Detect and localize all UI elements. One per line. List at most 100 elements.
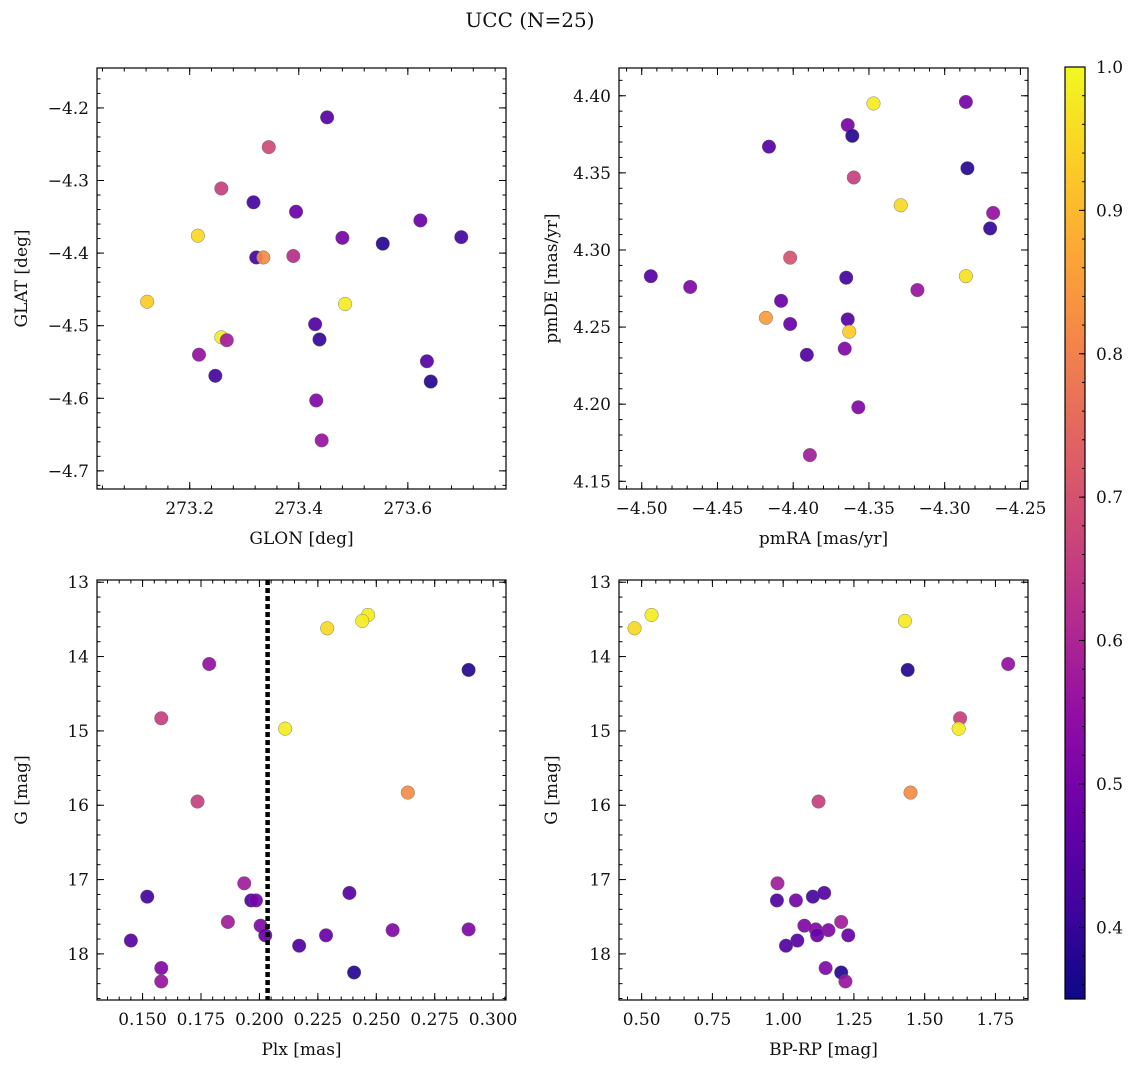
data-point: [834, 914, 849, 929]
data-point: [839, 270, 854, 285]
data-point: [900, 662, 915, 677]
data-point: [627, 621, 642, 636]
data-point: [154, 961, 169, 976]
data-point: [190, 794, 205, 809]
data-point: [278, 721, 293, 736]
colorbar-tick-label: 0.4: [1096, 918, 1123, 938]
y-tick-label: 16: [589, 796, 611, 816]
data-point: [292, 938, 307, 953]
data-point: [314, 433, 329, 448]
y-axis-label: G [mag]: [542, 755, 562, 824]
data-point: [261, 140, 276, 155]
data-point: [461, 922, 476, 937]
x-axis-label: GLON [deg]: [249, 529, 353, 549]
data-point: [140, 294, 155, 309]
data-point: [897, 613, 912, 628]
y-tick-label: −4.7: [48, 462, 89, 482]
data-point: [237, 876, 252, 891]
data-point: [154, 974, 169, 989]
y-tick-label: 13: [67, 573, 89, 593]
data-point: [461, 662, 476, 677]
data-point: [208, 368, 223, 383]
data-point: [960, 161, 975, 176]
colorbar-tick-label: 1.0: [1096, 58, 1123, 78]
data-point: [355, 613, 370, 628]
data-point: [802, 448, 817, 463]
y-tick-label: 14: [589, 648, 611, 668]
y-tick-label: 4.30: [573, 241, 611, 261]
data-point: [769, 893, 784, 908]
data-point: [320, 621, 335, 636]
x-tick-label: 0.300: [469, 1010, 518, 1030]
data-point: [202, 657, 217, 672]
y-tick-label: 18: [67, 945, 89, 965]
data-point: [338, 296, 353, 311]
data-point: [154, 711, 169, 726]
data-point: [903, 785, 918, 800]
y-axis-label: G [mag]: [12, 755, 32, 824]
y-tick-label: 14: [67, 648, 89, 668]
data-point: [842, 324, 857, 339]
data-point: [758, 310, 773, 325]
x-tick-label: 0.150: [118, 1010, 167, 1030]
x-tick-label: 0.275: [410, 1010, 459, 1030]
data-point: [958, 94, 973, 109]
data-point: [248, 893, 263, 908]
data-point: [319, 928, 334, 943]
colorbar: 0.4 0.5 0.6 0.7 0.8 0.9 1.0: [1064, 58, 1123, 1000]
data-point: [643, 269, 658, 284]
data-point: [385, 923, 400, 938]
axes-frame: [96, 579, 507, 1001]
data-point: [893, 198, 908, 213]
data-point: [983, 221, 998, 236]
data-point: [811, 794, 826, 809]
data-point: [347, 965, 362, 980]
figure-title: UCC (N=25): [465, 8, 594, 32]
x-tick-label: 1.25: [835, 1010, 873, 1030]
x-tick-label: 1.50: [906, 1010, 944, 1030]
data-point: [219, 333, 234, 348]
panel-bprp-g: 0.50 0.75 1.00 1.25 1.50 1.75 13 14 15 16 17 18 BP-R…: [542, 573, 1029, 1060]
data-point: [837, 341, 852, 356]
data-point: [910, 283, 925, 298]
data-point: [214, 181, 229, 196]
colorbar-tick-label: 0.5: [1096, 775, 1123, 795]
x-tick-label: −4.25: [994, 499, 1046, 519]
y-tick-label: 17: [589, 871, 611, 891]
y-tick-label: 15: [589, 722, 611, 742]
y-tick-label: 17: [67, 871, 89, 891]
data-point: [123, 933, 138, 948]
x-axis-label: Plx [mas]: [261, 1040, 341, 1060]
data-point: [770, 876, 785, 891]
panel-glon-glat: 273.2 273.4 273.6 −4.7 −4.6 −4.5 −4.4 −4.3 −4.2 G…: [12, 67, 507, 549]
data-point: [258, 928, 273, 943]
data-point: [419, 354, 434, 369]
y-tick-label: 4.40: [573, 87, 611, 107]
data-point: [761, 139, 776, 154]
data-point: [1001, 657, 1016, 672]
x-tick-label: 0.225: [294, 1010, 343, 1030]
y-tick-label: −4.3: [48, 172, 89, 192]
data-point: [190, 228, 205, 243]
data-point: [778, 938, 793, 953]
x-tick-label: 0.250: [352, 1010, 401, 1030]
data-point: [454, 230, 469, 245]
data-point: [423, 374, 438, 389]
data-point: [683, 279, 698, 294]
data-point: [308, 317, 323, 332]
x-tick-label: 273.6: [384, 499, 433, 519]
data-point: [818, 961, 833, 976]
x-tick-label: −4.40: [767, 499, 819, 519]
colorbar-tick-label: 0.7: [1096, 488, 1123, 508]
x-axis-label: pmRA [mas/yr]: [759, 529, 888, 549]
x-tick-label: 273.4: [274, 499, 323, 519]
data-point: [256, 250, 271, 265]
x-tick-label: −4.50: [616, 499, 668, 519]
y-tick-label: 18: [589, 945, 611, 965]
y-tick-label: 16: [67, 796, 89, 816]
y-tick-label: 13: [589, 573, 611, 593]
data-point: [220, 914, 235, 929]
data-point: [810, 928, 825, 943]
y-tick-label: −4.2: [48, 99, 89, 119]
y-tick-label: 4.15: [573, 472, 611, 492]
